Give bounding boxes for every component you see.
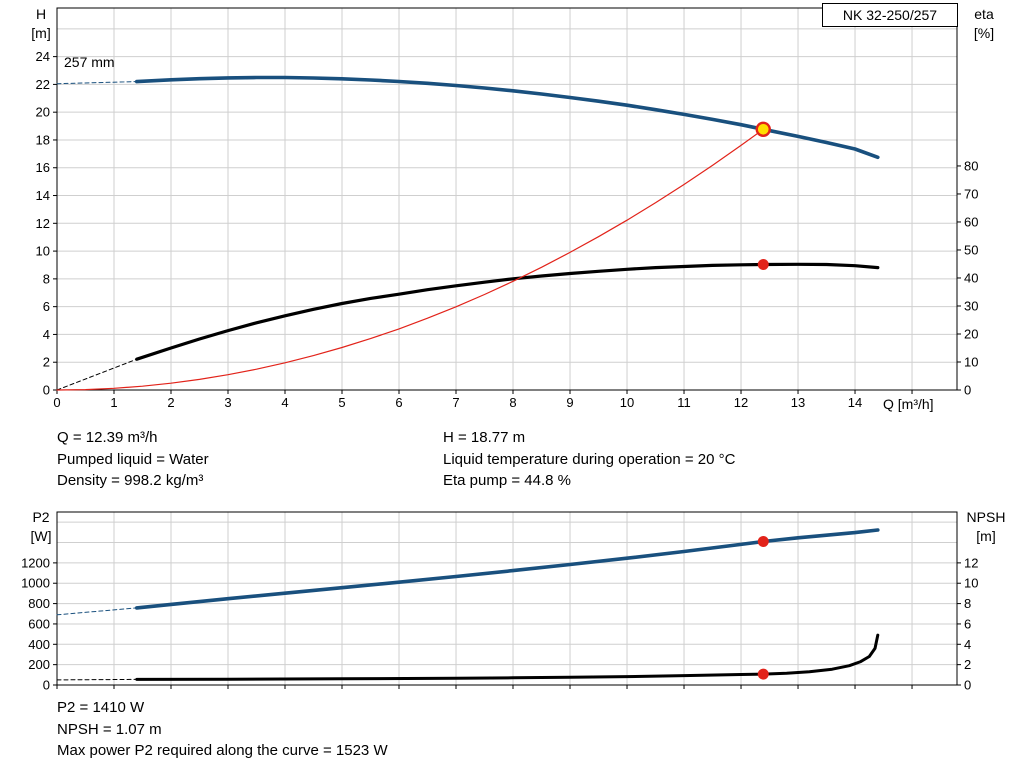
eta-axis-unit: [%] (973, 25, 995, 41)
operating-data-right: H = 18.77 m Liquid temperature during op… (443, 427, 735, 492)
pumped-liquid-text: Pumped liquid = Water (57, 450, 209, 468)
tick-label: 0 (43, 678, 50, 693)
tick-label: 60 (964, 214, 978, 229)
tick-label: 14 (36, 188, 50, 203)
max-power-text: Max power P2 required along the curve = … (57, 742, 388, 759)
p2-curve (135, 528, 880, 610)
left-axis-label-h: H [m] (24, 5, 58, 43)
tick-label: 0 (964, 383, 971, 398)
tick-label: 6 (964, 616, 971, 631)
tick-label: 400 (28, 637, 50, 652)
tick-label: 6 (43, 299, 50, 314)
operating-data-bottom: P2 = 1410 W NPSH = 1.07 m Max power P2 r… (57, 697, 388, 762)
npsh-point (757, 668, 769, 680)
tick-label: 4 (43, 327, 50, 342)
q-axis-label: Q [m³/h] (883, 396, 934, 412)
tick-label: 1000 (21, 576, 50, 591)
tick-label: 8 (964, 596, 971, 611)
tick-label: 10 (964, 576, 978, 591)
flow-value-text: Q = 12.39 m³/h (57, 429, 158, 446)
tick-label: 4 (964, 637, 971, 652)
pump-model-badge: NK 32-250/257 (822, 3, 958, 27)
tick-label: 11 (677, 395, 691, 410)
tick-label: 12 (36, 216, 50, 231)
p2-npsh-chart: 0 200 400 600 800 1000 1200 0 2 4 6 8 10 12 (21, 511, 978, 693)
tick-label: 3 (224, 395, 231, 410)
operating-data-left: Q = 12.39 m³/h Pumped liquid = Water Den… (57, 427, 209, 492)
p2-value-text: P2 = 1410 W (57, 699, 145, 716)
density-text: Density = 998.2 kg/m³ (57, 472, 204, 489)
tick-label: 8 (43, 271, 50, 286)
tick-label: 20 (964, 326, 978, 341)
tick-label: 16 (36, 160, 50, 175)
eta-axis-symbol: eta (974, 6, 994, 22)
npsh-axis-symbol: NPSH (966, 509, 1006, 525)
npsh-curve-extrapolated (56, 678, 138, 681)
tick-label: 1 (110, 395, 117, 410)
tick-label: 22 (36, 77, 50, 92)
system-curve (56, 128, 764, 391)
tick-label: 12 (734, 395, 748, 410)
tick-label: 2 (167, 395, 174, 410)
tick-label: 1200 (21, 555, 50, 570)
npsh-curve (135, 633, 880, 681)
tick-label: 18 (36, 132, 50, 147)
efficiency-curve-extrapolated (56, 358, 138, 391)
tick-label: 8 (509, 395, 516, 410)
duty-point (755, 121, 771, 137)
pump-curve (135, 75, 880, 160)
pump-curve-extrapolated (56, 81, 138, 85)
p2-curve-extrapolated (56, 607, 138, 616)
tick-label: 2 (964, 657, 971, 672)
tick-label: 0 (43, 383, 50, 398)
tick-label: 70 (964, 186, 978, 201)
tick-label: 600 (28, 616, 50, 631)
tick-label: 20 (36, 105, 50, 120)
liquid-temperature-text: Liquid temperature during operation = 20… (443, 450, 736, 468)
npsh-axis-unit: [m] (976, 528, 996, 544)
impeller-diameter-label: 257 mm (64, 54, 115, 70)
plot-border (56, 511, 958, 686)
tick-label: 0 (964, 678, 971, 693)
tick-label: 10 (36, 244, 50, 259)
h-axis-symbol: H (35, 6, 47, 22)
tick-label: 800 (28, 596, 50, 611)
tick-label: 0 (53, 395, 60, 410)
p2-point (757, 536, 769, 548)
tick-label: 50 (964, 242, 978, 257)
tick-label: 6 (395, 395, 402, 410)
tick-label: 200 (28, 657, 50, 672)
eta-pump-text: Eta pump = 44.8 % (443, 472, 571, 489)
tick-label: 12 (964, 555, 978, 570)
p2-axis-symbol: P2 (32, 509, 50, 525)
tick-label: 5 (338, 395, 345, 410)
tick-label: 9 (566, 395, 573, 410)
left-axis-label-p2: P2 [W] (24, 508, 58, 546)
tick-label: 10 (964, 354, 978, 369)
qh-chart: 0 1 2 3 4 5 6 7 8 9 10 11 12 13 1402468101214161820222… (36, 7, 978, 410)
tick-label: 7 (452, 395, 459, 410)
tick-label: 24 (36, 49, 50, 64)
tick-label: 4 (281, 395, 288, 410)
head-value-text: H = 18.77 m (443, 429, 526, 446)
tick-label: 30 (964, 298, 978, 313)
plot-border (56, 7, 958, 391)
tick-label: 14 (848, 395, 862, 410)
efficiency-point (757, 259, 769, 271)
right-axis-label-npsh: NPSH [m] (960, 508, 1012, 546)
tick-label: 80 (964, 158, 978, 173)
h-axis-unit: [m] (31, 25, 51, 41)
tick-label: 13 (791, 395, 805, 410)
tick-label: 2 (43, 355, 50, 370)
tick-label: 10 (620, 395, 634, 410)
tick-label: 40 (964, 270, 978, 285)
efficiency-curve (135, 262, 880, 361)
p2-axis-unit: [W] (30, 528, 52, 544)
npsh-value-text: NPSH = 1.07 m (57, 720, 162, 738)
right-axis-label-eta: eta [%] (966, 5, 1002, 43)
